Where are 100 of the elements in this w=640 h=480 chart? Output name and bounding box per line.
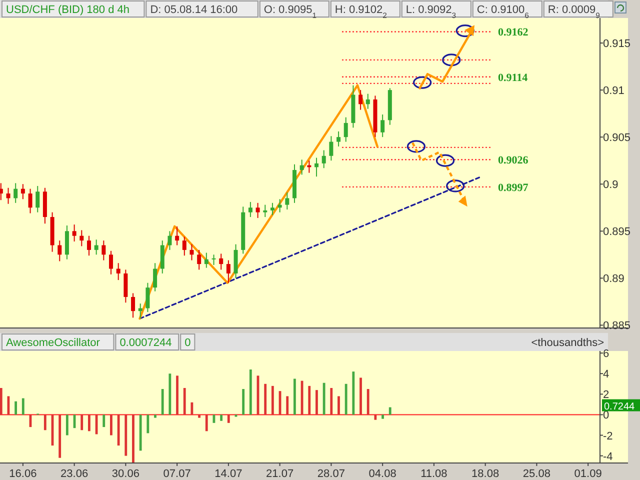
candlestick — [124, 269, 128, 304]
annotation: O: 0.9095$_{1}$ — [264, 4, 317, 20]
bar — [227, 414, 230, 423]
bar — [330, 388, 333, 415]
bar — [80, 414, 84, 430]
bar — [190, 402, 194, 415]
candlestick — [116, 262, 120, 281]
x-tick-label: 25.08 — [522, 468, 550, 480]
bar — [338, 396, 340, 415]
y-tick-label: 0.9 — [603, 179, 618, 192]
candlestick — [219, 253, 224, 270]
y-tick-label: 0.895 — [603, 226, 631, 238]
bar — [242, 389, 245, 415]
candlestick — [64, 224, 69, 260]
bar — [286, 396, 289, 415]
candlestick — [14, 182, 18, 204]
y-tick-label: 0 — [603, 410, 610, 422]
bar — [168, 374, 172, 415]
y-tick-label: 4 — [603, 368, 610, 381]
y-tick-label: 6 — [603, 348, 610, 360]
candlestick — [380, 114, 385, 138]
chart-title: USD/CHF (BID) 180 d 4h — [6, 4, 130, 16]
candlestick — [80, 230, 84, 247]
candlestick — [358, 90, 363, 110]
x-tick-label: 28.07 — [317, 468, 345, 480]
candlestick — [175, 226, 180, 246]
candlestick — [285, 192, 290, 210]
bar — [344, 384, 348, 415]
annotation: R: 0.0009$_{9}$ — [548, 4, 600, 20]
candlestick — [344, 116, 348, 142]
bar — [360, 378, 362, 415]
candlestick — [28, 188, 32, 214]
bar — [44, 414, 46, 430]
candlestick — [197, 249, 202, 270]
x-tick-label: 07.07 — [163, 468, 191, 480]
bar — [183, 388, 186, 415]
bar — [293, 378, 296, 415]
candlestick — [234, 244, 238, 279]
candlestick — [168, 230, 172, 250]
candlestick — [182, 236, 186, 256]
candlestick — [248, 201, 252, 218]
bar — [264, 384, 267, 415]
bar — [374, 414, 377, 420]
ref-line-label: 0.8997 — [498, 182, 529, 194]
bar — [0, 388, 2, 415]
text: 0.0007244 — [120, 337, 172, 349]
candlestick — [94, 239, 98, 256]
bar — [205, 414, 208, 432]
x-tick-label: 16.06 — [9, 468, 37, 480]
bar — [154, 414, 156, 418]
ref-line-label: 0.9114 — [498, 72, 528, 84]
bar — [146, 414, 150, 434]
candlestick — [300, 159, 304, 176]
text: 0 — [184, 337, 191, 349]
y-tick-label: -4 — [603, 450, 613, 463]
y-tick-label: 0.915 — [603, 38, 631, 50]
x-tick-label: 23.06 — [60, 468, 88, 480]
bar — [198, 414, 200, 418]
bar — [139, 414, 142, 451]
x-tick-label: 04.08 — [368, 468, 396, 480]
candlestick — [6, 187, 10, 204]
annotation: C: 0.9100$_{6}$ — [476, 4, 529, 20]
candlestick — [366, 93, 370, 110]
candlestick — [20, 184, 25, 200]
bar — [249, 369, 252, 415]
bar — [352, 372, 355, 415]
annotation: H: 0.9102$_{2}$ — [334, 4, 387, 20]
candlestick — [36, 185, 40, 213]
y-tick-label: 0.91 — [603, 85, 624, 98]
candlestick — [226, 260, 230, 284]
candlestick — [146, 282, 150, 313]
y-tick-label: 2 — [603, 389, 610, 402]
bar — [382, 414, 384, 419]
candlestick — [263, 204, 268, 218]
bar — [14, 401, 17, 415]
chart-title: AwesomeOscillator — [6, 337, 100, 349]
candlestick — [131, 292, 136, 318]
candlestick — [72, 224, 76, 242]
x-tick-label: 11.08 — [420, 468, 448, 480]
bar — [176, 376, 178, 415]
bar — [366, 389, 370, 415]
ref-line-label: 0.9026 — [498, 154, 529, 167]
candlestick — [109, 250, 114, 275]
candlestick — [314, 157, 319, 178]
ref-line-label: 0.9162 — [498, 26, 529, 39]
candlestick — [138, 303, 142, 320]
y-axis-title: <thousandths> — [531, 337, 604, 349]
y-tick-label: 0.89 — [603, 273, 624, 286]
bar — [102, 414, 106, 428]
bar — [308, 386, 311, 415]
candlestick — [256, 202, 260, 218]
bar — [88, 414, 90, 432]
y-tick-label: -2 — [603, 430, 613, 442]
x-tick-label: 01.09 — [574, 468, 602, 480]
text: 0.7244 — [604, 401, 636, 412]
bar — [220, 414, 222, 421]
bar — [322, 382, 326, 415]
candlestick — [336, 130, 341, 147]
y-tick-label: 0.905 — [603, 132, 631, 144]
candlestick — [329, 136, 334, 162]
